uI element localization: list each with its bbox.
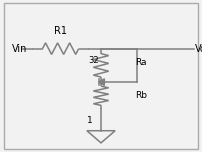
Text: R1: R1 [54, 26, 67, 36]
Text: Rb: Rb [135, 91, 147, 100]
Text: Vin: Vin [12, 44, 27, 54]
Text: Ra: Ra [135, 58, 147, 67]
Text: 32: 32 [88, 56, 99, 65]
Polygon shape [99, 79, 104, 85]
Text: Vout: Vout [195, 44, 202, 54]
Text: 1: 1 [87, 116, 93, 125]
